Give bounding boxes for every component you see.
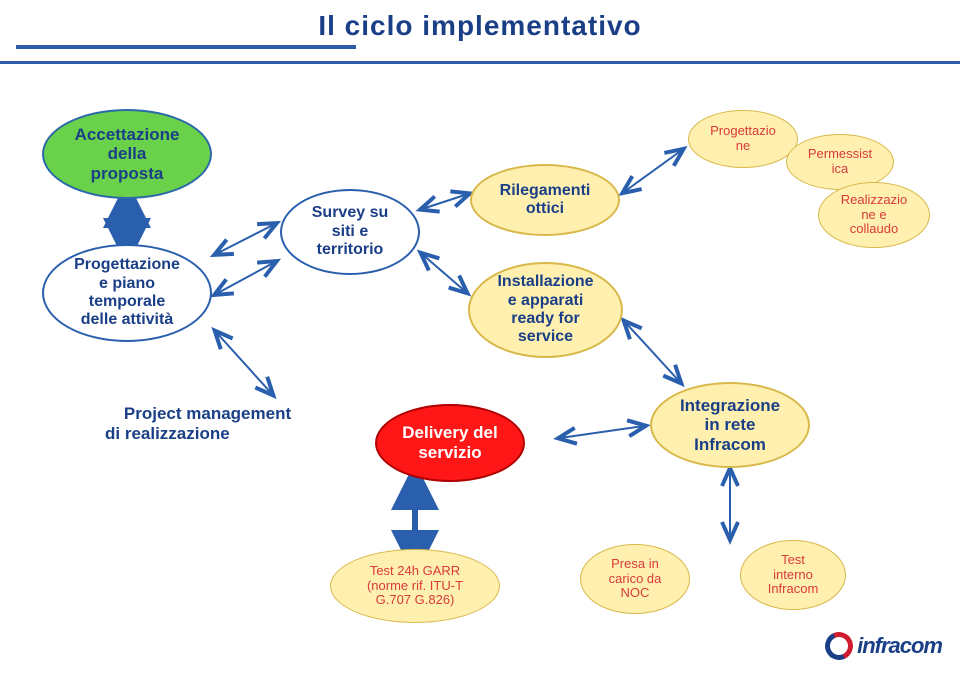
diagram-canvas: Accettazionedellaproposta Progettazionee… (0, 64, 960, 674)
node-presa-carico: Presa incarico daNOC (580, 544, 690, 614)
node-integrazione: Integrazionein reteInfracom (650, 382, 810, 468)
page-title: Il ciclo implementativo (0, 10, 960, 42)
title-underline (16, 45, 356, 49)
node-label: Survey susiti eterritorio (312, 204, 388, 259)
node-rilegamenti: Rilegamentiottici (470, 164, 620, 236)
pm-label: Project managementdi realizzazione (105, 384, 291, 464)
node-label: Test 24h GARR(norme rif. ITU-TG.707 G.82… (367, 564, 463, 609)
node-accettazione: Accettazionedellaproposta (42, 109, 212, 199)
node-label: Delivery delservizio (402, 423, 497, 462)
logo: infracom (825, 632, 942, 660)
node-label: Permessistica (808, 147, 872, 177)
node-label: TestinternoInfracom (768, 553, 819, 598)
node-label: Accettazionedellaproposta (75, 125, 180, 184)
node-realizzazione: Realizzazione ecollaudo (818, 182, 930, 248)
logo-swirl-icon (821, 628, 857, 664)
logo-text: infracom (857, 633, 942, 659)
node-label: Integrazionein reteInfracom (680, 396, 780, 455)
node-installazione: Installazionee apparatiready forservice (468, 262, 623, 358)
node-test-24h: Test 24h GARR(norme rif. ITU-TG.707 G.82… (330, 549, 500, 623)
node-progettazione-piano: Progettazionee pianotemporaledelle attiv… (42, 244, 212, 342)
node-label: Progettazione (710, 124, 776, 154)
node-label: Installazionee apparatiready forservice (497, 273, 593, 347)
node-survey: Survey susiti eterritorio (280, 189, 420, 275)
node-progettazio-ne: Progettazione (688, 110, 798, 168)
node-label: Presa incarico daNOC (609, 557, 662, 602)
node-label: Progettazionee pianotemporaledelle attiv… (74, 256, 180, 330)
pm-label-text: Project managementdi realizzazione (105, 404, 291, 443)
node-label: Realizzazione ecollaudo (841, 193, 907, 238)
node-delivery: Delivery delservizio (375, 404, 525, 482)
node-test-interno: TestinternoInfracom (740, 540, 846, 610)
node-label: Rilegamentiottici (500, 182, 591, 219)
